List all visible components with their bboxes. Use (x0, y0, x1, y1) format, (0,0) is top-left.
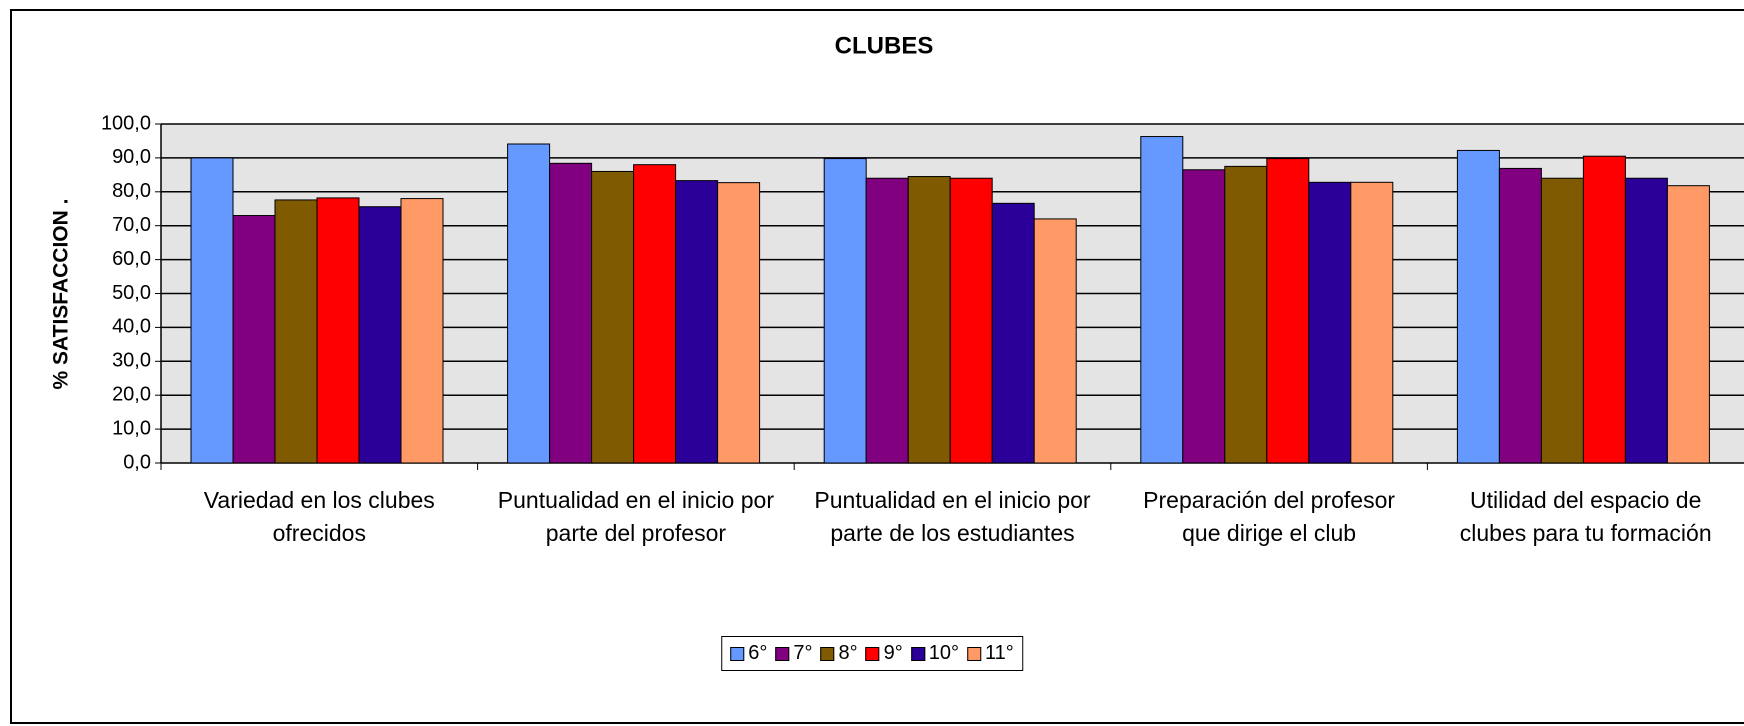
legend-label: 7° (793, 642, 813, 664)
y-tick-label: 10,0 (112, 417, 151, 439)
bar (358, 206, 402, 464)
bar (1308, 181, 1352, 464)
bar (1350, 181, 1394, 464)
y-tick-label: 60,0 (112, 248, 151, 270)
legend-item: 8° (820, 642, 858, 665)
bar (549, 162, 593, 464)
bar (1140, 136, 1184, 464)
chart-title: CLUBES (835, 32, 934, 59)
legend-label: 8° (838, 642, 858, 664)
bar (274, 199, 318, 464)
y-tick-label: 90,0 (112, 146, 151, 168)
bar (591, 170, 635, 464)
legend-item: 10° (910, 642, 959, 665)
legend-item: 9° (865, 642, 903, 665)
bar (232, 215, 276, 464)
bar (507, 143, 551, 464)
bar (1498, 167, 1542, 464)
bar (1456, 149, 1500, 464)
legend-swatch (730, 646, 745, 661)
bar (316, 197, 360, 464)
y-tick-label: 100,0 (101, 112, 151, 134)
bar (823, 158, 867, 464)
bar (675, 180, 719, 464)
bar (1666, 185, 1710, 464)
x-tick-label: Puntualidad en el inicio por parte de lo… (814, 487, 1091, 546)
legend-swatch (775, 646, 790, 661)
legend-swatch (865, 646, 880, 661)
bar (949, 177, 993, 464)
y-tick-label: 80,0 (112, 180, 151, 202)
y-tick-label: 70,0 (112, 214, 151, 236)
bar (1266, 158, 1310, 464)
legend-item: 7° (775, 642, 812, 665)
legend-swatch (966, 646, 981, 661)
y-tick-label: 40,0 (112, 316, 151, 338)
x-tick-label: Utilidad del espacio de clubes para tu f… (1459, 487, 1712, 546)
bar (190, 157, 234, 464)
legend-label: 9° (883, 642, 903, 664)
bar (1540, 177, 1584, 464)
legend-swatch (820, 646, 835, 661)
x-tick-label: Preparación del profesor que dirige el c… (1143, 487, 1396, 546)
x-tick-label: Puntualidad en el inicio por parte del p… (497, 487, 774, 546)
bar (633, 164, 677, 464)
y-tick-label: 20,0 (112, 383, 151, 405)
bar (400, 198, 444, 464)
y-axis-title: % SATISFACCION . (50, 199, 73, 390)
legend: 6° 7° 8° 9° 10° 11° (721, 636, 1023, 671)
legend-item: 11° (966, 642, 1014, 665)
y-tick-label: 30,0 (112, 350, 151, 372)
bar (717, 182, 761, 464)
bar (991, 202, 1035, 464)
bar (1582, 155, 1626, 464)
bar (907, 176, 951, 464)
bar (1182, 169, 1226, 464)
y-tick-label: 0,0 (123, 451, 151, 473)
bar (1624, 177, 1668, 464)
legend-label: 11° (984, 642, 1014, 664)
bar (1224, 165, 1268, 464)
legend-swatch (910, 646, 925, 661)
bar (1033, 218, 1077, 464)
y-tick-label: 50,0 (112, 282, 151, 304)
x-tick-label: Variedad en los clubes ofrecidos (203, 487, 435, 546)
legend-label: 6° (748, 642, 768, 664)
bar (865, 177, 909, 464)
legend-item: 6° (730, 642, 767, 665)
legend-label: 10° (928, 642, 959, 664)
